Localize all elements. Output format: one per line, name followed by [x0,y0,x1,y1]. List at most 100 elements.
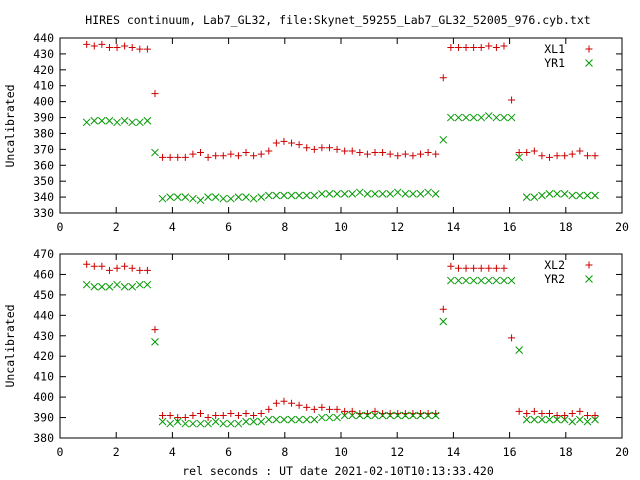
x-tick-label: 10 [334,445,348,459]
legend-label: XL1 [544,42,565,56]
data-point-yr1 [583,191,592,200]
data-point-yr2 [82,280,91,289]
data-point-yr2 [340,411,349,420]
data-point-yr1 [378,190,387,198]
data-point-yr1 [98,116,106,125]
data-point-xl2 [303,403,311,411]
data-point-xl2 [348,407,356,415]
data-point-yr2 [173,417,182,426]
legend-label: YR1 [544,56,565,70]
data-point-xl1 [379,149,387,157]
data-point-yr1 [211,193,220,201]
data-point-yr2 [409,411,417,420]
data-point-yr1 [447,113,455,122]
data-point-xl1 [417,150,425,158]
y-axis-label: Uncalibrated [3,84,17,167]
data-point-yr1 [196,196,205,205]
data-point-yr2 [447,276,455,285]
data-point-yr1 [393,188,402,197]
data-point-yr2 [378,411,387,420]
data-point-yr2 [128,282,137,291]
data-point-yr2 [545,415,554,424]
data-point-xl2 [83,260,91,268]
data-point-yr1 [530,193,539,201]
data-point-xl2 [530,407,538,415]
data-point-xl1 [295,141,303,149]
data-point-xl2 [98,262,106,270]
data-point-yr1 [113,118,121,127]
data-point-xl2 [181,414,189,422]
data-point-xl1 [166,153,174,161]
data-point-xl1 [189,150,197,158]
data-point-yr1 [158,194,167,203]
data-point-yr1 [340,190,349,198]
data-point-xl1 [234,152,242,160]
data-point-yr1 [120,116,129,125]
data-point-xl2 [439,305,447,313]
data-point-xl2 [546,409,554,417]
data-point-yr2 [310,415,319,424]
data-point-yr2 [226,419,235,428]
data-point-yr2 [143,280,152,289]
data-point-xl2 [508,334,516,342]
data-point-xl1 [508,96,516,104]
data-point-yr2 [355,411,364,420]
data-point-xl1 [553,152,561,160]
data-point-xl2 [447,262,455,270]
x-tick-label: 14 [446,220,460,234]
data-point-xl2 [121,262,129,270]
data-point-yr1 [151,148,159,157]
y-tick-label: 360 [33,158,54,172]
data-point-yr1 [128,118,137,127]
data-point-xl2 [105,266,113,274]
data-point-yr1 [189,194,197,203]
data-point-yr1 [234,193,243,201]
data-point-xl2 [90,262,98,270]
data-point-yr2 [272,415,281,424]
data-point-xl2 [204,414,212,422]
data-point-yr1 [522,193,531,201]
x-tick-label: 0 [57,220,64,234]
data-point-yr2 [371,411,379,420]
y-tick-label: 390 [33,411,54,425]
data-point-xl1 [303,144,311,152]
data-point-xl2 [553,412,561,420]
data-point-yr2 [333,413,341,422]
data-point-xl2 [470,264,478,272]
data-point-xl1 [197,149,204,157]
data-point-xl1 [583,152,591,160]
data-point-yr1 [507,113,516,122]
data-point-yr1 [333,190,341,198]
data-point-yr2 [560,415,569,424]
x-tick-label: 20 [615,445,629,459]
data-point-yr2 [120,282,129,291]
data-point-xl1 [371,149,379,157]
x-tick-label: 20 [615,220,629,234]
data-point-yr1 [462,113,470,122]
data-point-xl1 [265,147,273,155]
legend-label: XL2 [544,258,565,272]
y-tick-label: 330 [33,206,54,220]
data-point-yr1 [204,193,212,201]
data-point-yr2 [393,411,402,420]
data-point-yr2 [280,415,288,424]
y-tick-label: 430 [33,329,54,343]
data-point-xl2 [591,412,599,420]
data-point-xl1 [310,145,318,153]
data-point-xl2 [280,397,288,405]
data-point-xl1 [250,152,258,160]
x-tick-label: 8 [281,220,288,234]
data-point-yr1 [166,193,175,201]
data-point-yr2 [416,411,425,420]
data-point-xl1 [432,150,440,158]
y-tick-label: 430 [33,47,54,61]
x-tick-label: 10 [334,220,348,234]
data-point-yr2 [135,280,144,289]
x-tick-label: 6 [225,445,232,459]
data-point-yr1 [538,191,546,200]
data-point-yr2 [181,419,190,428]
data-point-yr1 [287,191,296,200]
data-point-xl1 [212,152,220,160]
data-point-yr1 [219,194,228,203]
